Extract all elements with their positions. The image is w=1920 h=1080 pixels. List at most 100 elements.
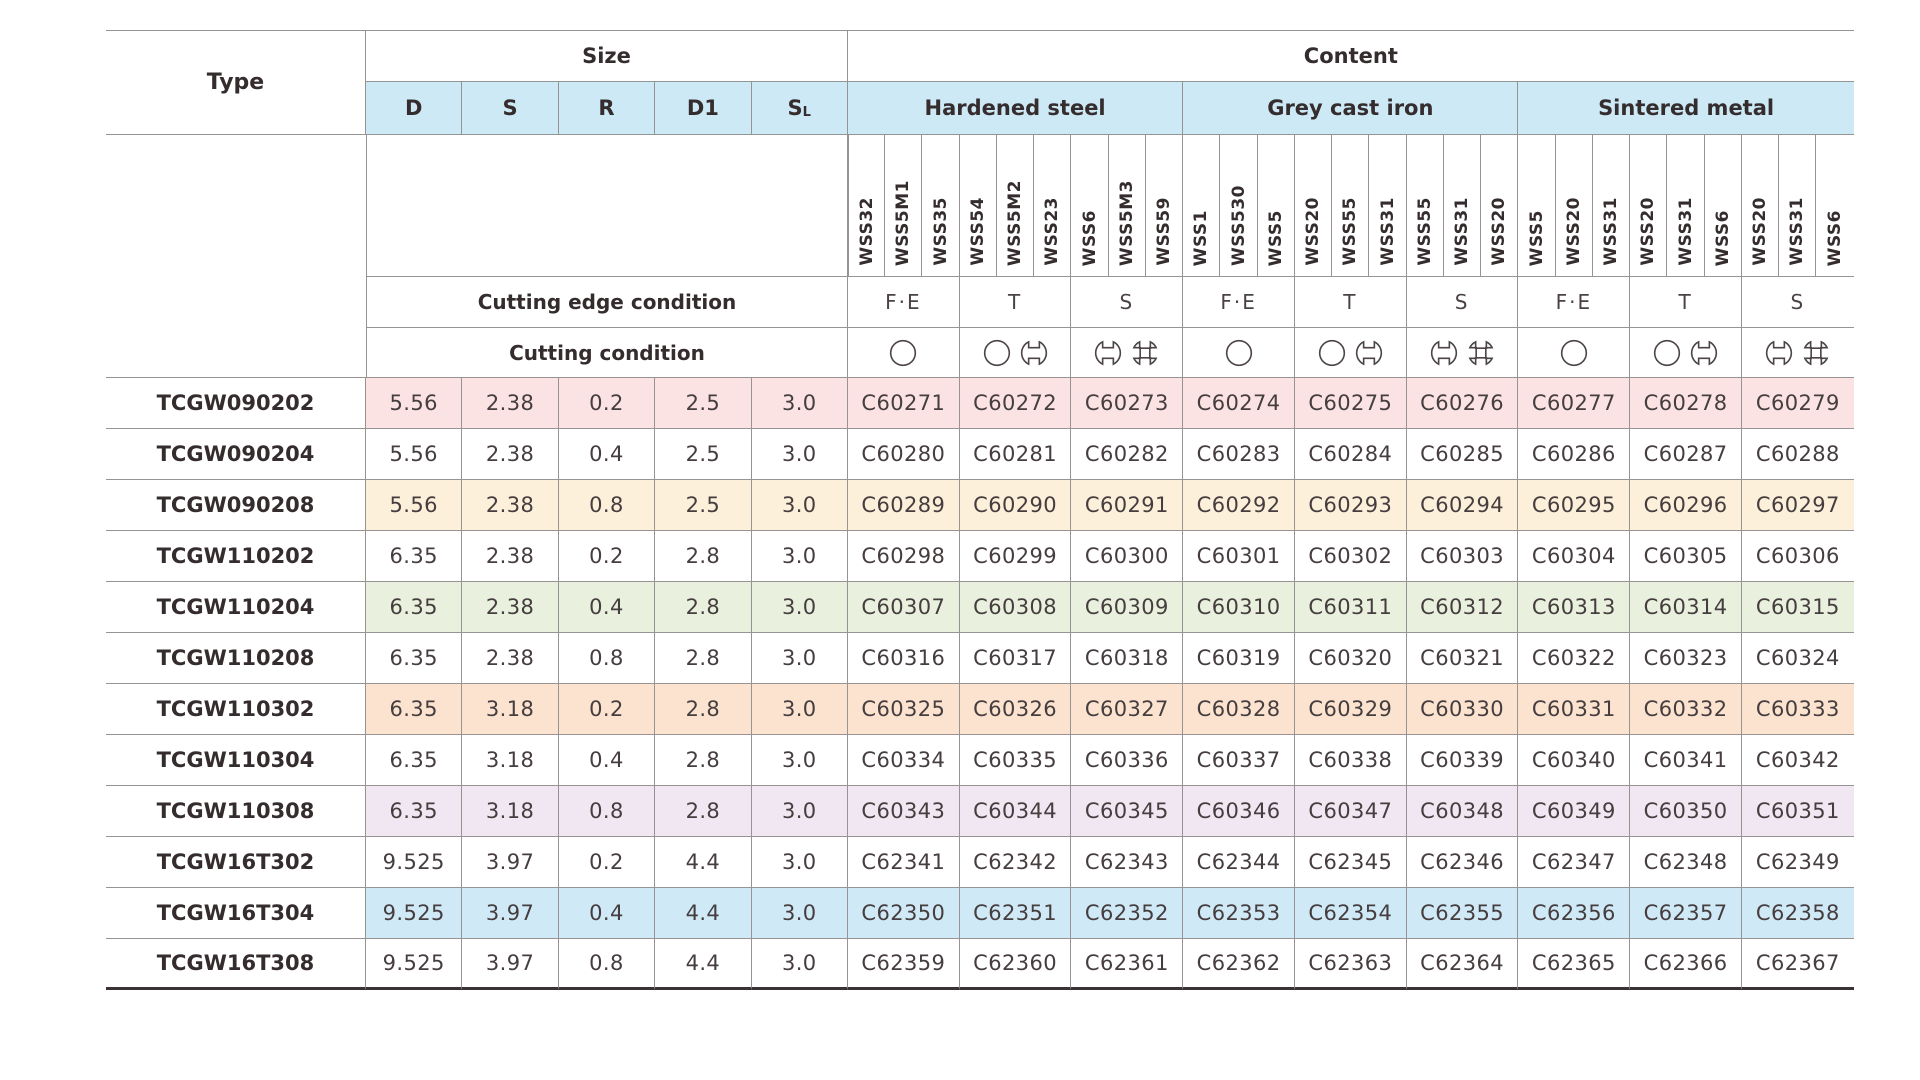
edge-condition-cell: S [1071,277,1184,328]
grade-code-label: WSS35 [930,197,951,266]
catalog-code-cell: C62346 [1406,837,1519,888]
size-value-cell: 2.8 [655,531,752,582]
catalog-code-cell: C60287 [1630,429,1742,480]
size-value-cell: 3.0 [751,684,848,735]
grade-column-header: WSS31 [1592,135,1631,277]
cutting-edge-condition-label: Cutting edge condition [366,277,848,328]
type-cell: TCGW110208 [106,633,366,684]
grade-column-header: WSS5M3 [1108,135,1146,277]
catalog-code-cell: C60320 [1294,633,1407,684]
grade-column-header: WSS31 [1779,135,1817,277]
catalog-code-cell: C60301 [1183,531,1295,582]
catalog-code-cell: C60279 [1741,378,1854,429]
size-value-cell: 0.8 [558,480,656,531]
edge-condition-cell: S [1741,277,1854,328]
catalog-code-cell: C60302 [1294,531,1407,582]
size-value-cell: 4.4 [655,888,752,939]
grade-column-header: WSS32 [847,135,886,277]
size-value-cell: 2.38 [462,582,559,633]
grade-column-header: WSS54 [959,135,997,277]
grade-column-header: WSS530 [1220,135,1258,277]
catalog-code-cell: C60306 [1741,531,1854,582]
cutting-condition-symbols [1317,338,1384,368]
catalog-code-cell: C62347 [1518,837,1631,888]
size-value-cell: 0.2 [558,531,656,582]
continuous-cut-icon [1318,339,1345,366]
catalog-code-cell: C60289 [847,480,960,531]
grade-column-header: WSS31 [1443,135,1482,277]
size-value-cell: 0.2 [558,684,656,735]
grade-column-header: WSS55 [1332,135,1370,277]
cutting-condition-symbols [1429,338,1496,368]
cutting-condition-symbols [1224,338,1254,368]
size-value-cell: 5.56 [366,480,463,531]
size-subcolumn-header: S [462,82,559,135]
cutting-condition-symbol-cell [1741,328,1854,378]
size-value-cell: 4.4 [655,939,752,990]
grade-column-header: WSS20 [1294,135,1333,277]
catalog-code-cell: C60308 [959,582,1072,633]
catalog-code-cell: C62343 [1071,837,1184,888]
catalog-code-cell: C60337 [1183,735,1295,786]
type-cell: TCGW110304 [106,735,366,786]
type-column-header: Type [106,30,366,135]
size-value-cell: 3.18 [462,735,559,786]
grade-column-header: WSS31 [1369,135,1407,277]
grade-column-header: WSS6 [1071,135,1109,277]
catalog-code-cell: C60342 [1741,735,1854,786]
size-value-cell: 0.4 [558,582,656,633]
catalog-code-cell: C60292 [1183,480,1295,531]
catalog-code-cell: C60281 [959,429,1072,480]
grade-column-header: WSS55 [1406,135,1444,277]
size-value-cell: 3.0 [751,837,848,888]
continuous-cut-icon [983,339,1010,366]
type-cell: TCGW090204 [106,429,366,480]
catalog-code-cell: C60276 [1406,378,1519,429]
size-value-cell: 3.0 [751,531,848,582]
catalog-code-cell: C60316 [847,633,960,684]
catalog-code-cell: C62366 [1630,939,1742,990]
catalog-code-cell: C62344 [1183,837,1295,888]
size-value-cell: 5.56 [366,378,463,429]
catalog-code-cell: C60332 [1630,684,1742,735]
catalog-code-cell: C60330 [1406,684,1519,735]
heavily-interrupted-cut-icon [1803,340,1829,365]
catalog-code-cell: C62355 [1406,888,1519,939]
grade-column-header: WSS1 [1183,135,1221,277]
size-value-cell: 2.5 [655,429,752,480]
size-value-cell: 3.97 [462,837,559,888]
cutting-condition-symbol-cell [1294,328,1407,378]
size-value-cell: 5.56 [366,429,463,480]
catalog-code-cell: C60299 [959,531,1072,582]
edge-condition-cell: T [959,277,1072,328]
catalog-code-cell: C60310 [1183,582,1295,633]
size-value-cell: 6.35 [366,531,463,582]
catalog-code-cell: C60351 [1741,786,1854,837]
size-value-cell: 3.0 [751,633,848,684]
type-cell: TCGW090208 [106,480,366,531]
grade-column-header: WSS6 [1704,135,1742,277]
size-value-cell: 0.4 [558,888,656,939]
catalog-code-cell: C60286 [1518,429,1631,480]
grade-column-header: WSS59 [1145,135,1184,277]
catalog-code-cell: C62342 [959,837,1072,888]
size-value-cell: 2.8 [655,786,752,837]
grade-column-header: WSS5M1 [885,135,923,277]
catalog-code-cell: C62350 [847,888,960,939]
grade-code-label: WSS31 [1601,197,1622,266]
edge-condition-cell: T [1630,277,1742,328]
grade-code-label: WSS20 [1563,197,1584,266]
catalog-code-cell: C60315 [1741,582,1854,633]
size-value-cell: 3.0 [751,735,848,786]
lightly-interrupted-cut-icon [1355,340,1382,365]
grade-code-label: WSS32 [856,197,877,266]
size-value-cell: 3.97 [462,939,559,990]
catalog-code-cell: C62361 [1071,939,1184,990]
size-value-cell: 2.38 [462,480,559,531]
cutting-condition-symbol-cell [959,328,1072,378]
catalog-code-cell: C60296 [1630,480,1742,531]
grade-code-label: WSS20 [1638,197,1659,266]
size-value-cell: 2.38 [462,378,559,429]
catalog-code-cell: C62363 [1294,939,1407,990]
catalog-code-cell: C60318 [1071,633,1184,684]
